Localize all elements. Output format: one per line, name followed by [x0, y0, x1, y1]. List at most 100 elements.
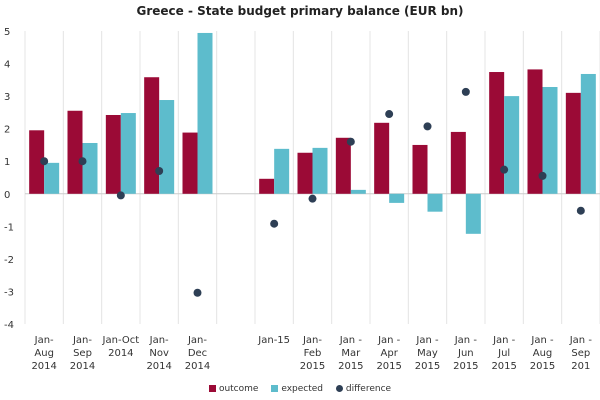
legend-label: outcome: [218, 384, 259, 394]
bar-expected: [580, 73, 596, 194]
x-tick-label: 2015: [530, 361, 555, 372]
legend-expected: expected: [271, 384, 323, 394]
x-tick-label: Mar: [341, 348, 361, 359]
legend-outcome: outcome: [208, 384, 259, 394]
x-tick-label: Nov: [149, 348, 169, 359]
dot-difference: [423, 122, 432, 131]
x-tick-label: Jan-Oct: [102, 335, 140, 346]
x-tick-label: Jan-: [149, 335, 169, 346]
bar-outcome: [67, 110, 83, 194]
x-tick-label: 2015: [453, 361, 478, 372]
x-tick-label: Dec: [188, 348, 207, 359]
bar-expected: [274, 148, 290, 194]
bar-outcome: [182, 132, 198, 194]
bar-expected: [542, 86, 558, 194]
x-tick-label: Jan -: [530, 335, 554, 346]
x-tick-label: Jan -: [492, 335, 516, 346]
bar-outcome: [527, 69, 543, 194]
y-tick-label: 3: [4, 92, 10, 103]
x-tick-label: Jan -: [569, 335, 593, 346]
bar-expected: [427, 193, 443, 212]
x-tick-label: Sep: [73, 348, 92, 359]
legend-swatch-expected: [271, 385, 279, 392]
bar-expected: [82, 142, 98, 194]
dot-difference: [155, 166, 164, 175]
chart-title: Greece - State budget primary balance (E…: [136, 4, 464, 18]
bar-outcome: [450, 131, 466, 194]
dot-difference: [500, 165, 509, 174]
x-tick-label: 2014: [108, 348, 133, 359]
legend-difference: difference: [335, 384, 392, 394]
bar-expected: [504, 96, 520, 194]
y-tick-label: -2: [4, 255, 14, 266]
x-tick-label: Jan-: [187, 335, 207, 346]
x-tick-label: Jul: [497, 348, 510, 359]
x-tick-label: Jun: [457, 348, 474, 359]
x-tick-label: Jan -: [454, 335, 478, 346]
x-tick-label: 2015: [376, 361, 401, 372]
x-tick-label: May: [417, 348, 438, 359]
legend-swatch-difference: [335, 385, 343, 392]
x-tick-label: Aug: [533, 348, 553, 359]
x-tick-label: 201: [571, 361, 590, 372]
dot-difference: [308, 194, 317, 203]
y-tick-label: 4: [4, 60, 10, 71]
legend-label: expected: [281, 384, 323, 394]
dot-difference: [116, 191, 125, 200]
x-tick-label: 2014: [185, 361, 210, 372]
dot-difference: [193, 288, 202, 297]
x-tick-label: 2015: [415, 361, 440, 372]
bar-expected: [389, 193, 405, 203]
y-tick-label: 0: [4, 190, 10, 201]
y-tick-label: 2: [4, 125, 10, 136]
bar-outcome: [297, 152, 313, 194]
x-tick-label: Jan-: [72, 335, 92, 346]
legend: outcome expected difference: [0, 384, 600, 394]
x-tick-label: Jan-: [302, 335, 322, 346]
y-tick-label: 1: [4, 157, 10, 168]
bar-expected: [350, 189, 366, 194]
x-tick-label: Apr: [381, 348, 399, 359]
dot-difference: [78, 157, 87, 166]
x-tick-label: Jan -: [415, 335, 439, 346]
dot-difference: [385, 110, 394, 119]
bar-expected: [44, 162, 60, 194]
legend-label: difference: [345, 384, 392, 394]
bar-expected: [312, 147, 328, 194]
bar-outcome: [565, 92, 581, 194]
x-tick-label: 2014: [31, 361, 56, 372]
dot-difference: [346, 137, 355, 146]
bar-outcome: [144, 77, 160, 194]
bar-outcome: [105, 114, 121, 194]
x-tick-label: Feb: [304, 348, 322, 359]
y-tick-label: 5: [4, 27, 10, 38]
x-tick-label: 2014: [70, 361, 95, 372]
legend-swatch-outcome: [208, 385, 216, 392]
y-tick-label: -3: [4, 287, 14, 298]
bar-outcome: [29, 130, 45, 194]
x-tick-label: Jan-: [34, 335, 54, 346]
dot-difference: [40, 157, 49, 166]
x-tick-label: 2015: [300, 361, 325, 372]
bar-expected: [159, 100, 175, 194]
x-tick-label: Jan -: [339, 335, 363, 346]
bar-outcome: [374, 122, 390, 194]
y-tick-label: -4: [4, 320, 14, 331]
bar-outcome: [489, 72, 505, 194]
bar-expected: [465, 193, 481, 234]
x-tick-label: Jan-15: [257, 335, 290, 346]
bar-expected: [120, 113, 136, 194]
x-tick-label: Jan -: [377, 335, 401, 346]
x-tick-label: Sep: [571, 348, 590, 359]
x-tick-label: Aug: [34, 348, 54, 359]
x-tick-label: 2014: [146, 361, 171, 372]
dot-difference: [538, 171, 547, 180]
x-tick-label: 2015: [491, 361, 516, 372]
dot-difference: [270, 219, 279, 228]
y-tick-label: -1: [4, 222, 14, 233]
bar-outcome: [259, 178, 275, 194]
bar-outcome: [412, 144, 428, 194]
bar-expected: [197, 32, 213, 194]
